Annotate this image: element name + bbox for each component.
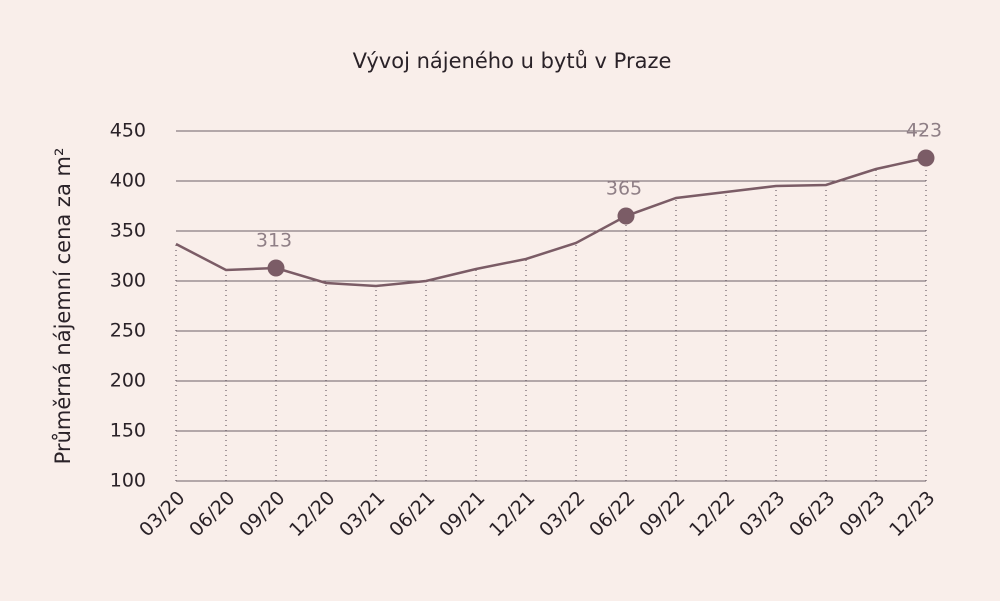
- line: [175, 156, 927, 288]
- x-tick-label: 12/22: [685, 487, 739, 541]
- point-marker: [267, 259, 285, 277]
- y-tick-label: 200: [110, 370, 146, 392]
- y-tick-label: 300: [110, 270, 146, 292]
- y-axis-label: Průměrná nájemní cena za m²: [51, 148, 75, 465]
- y-tick-label: 350: [110, 220, 146, 242]
- point-marker: [917, 149, 935, 167]
- value-label: 365: [606, 178, 642, 200]
- x-tick-label: 06/20: [185, 487, 239, 541]
- x-tick-label: 12/21: [485, 487, 539, 541]
- y-tick-label: 450: [110, 120, 146, 142]
- y-tick-label: 150: [110, 420, 146, 442]
- x-tick-label: 09/23: [835, 487, 889, 541]
- value-label: 313: [256, 230, 292, 252]
- x-tick-label: 06/21: [385, 487, 439, 541]
- x-tick-label: 03/22: [535, 487, 589, 541]
- x-tick-label: 03/20: [135, 487, 189, 541]
- x-tick-label: 06/23: [785, 487, 839, 541]
- y-tick-label: 250: [110, 320, 146, 342]
- x-tick-label: 03/21: [335, 487, 389, 541]
- x-tick-label: 12/20: [285, 487, 339, 541]
- chart-title: Vývoj nájeného u bytů v Praze: [353, 49, 672, 73]
- x-tick-label: 09/20: [235, 487, 289, 541]
- x-tick-label: 06/22: [585, 487, 639, 541]
- y-tick-label: 100: [110, 470, 146, 492]
- x-tick-label: 12/23: [885, 487, 939, 541]
- x-tick-label: 09/22: [635, 487, 689, 541]
- value-label: 423: [906, 120, 942, 142]
- point-marker: [617, 207, 635, 225]
- x-tick-label: 03/23: [735, 487, 789, 541]
- x-tick-label: 09/21: [435, 487, 489, 541]
- y-tick-label: 400: [110, 170, 146, 192]
